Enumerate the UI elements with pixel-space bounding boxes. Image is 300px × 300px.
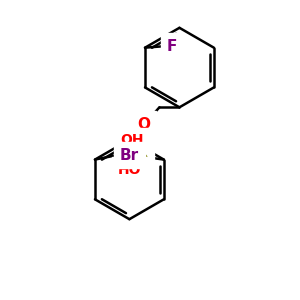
Text: O: O — [138, 117, 151, 132]
Text: HO: HO — [118, 163, 141, 177]
Text: F: F — [167, 39, 177, 54]
Text: B: B — [137, 149, 148, 164]
Text: OH: OH — [121, 134, 144, 147]
Text: Br: Br — [120, 148, 139, 163]
